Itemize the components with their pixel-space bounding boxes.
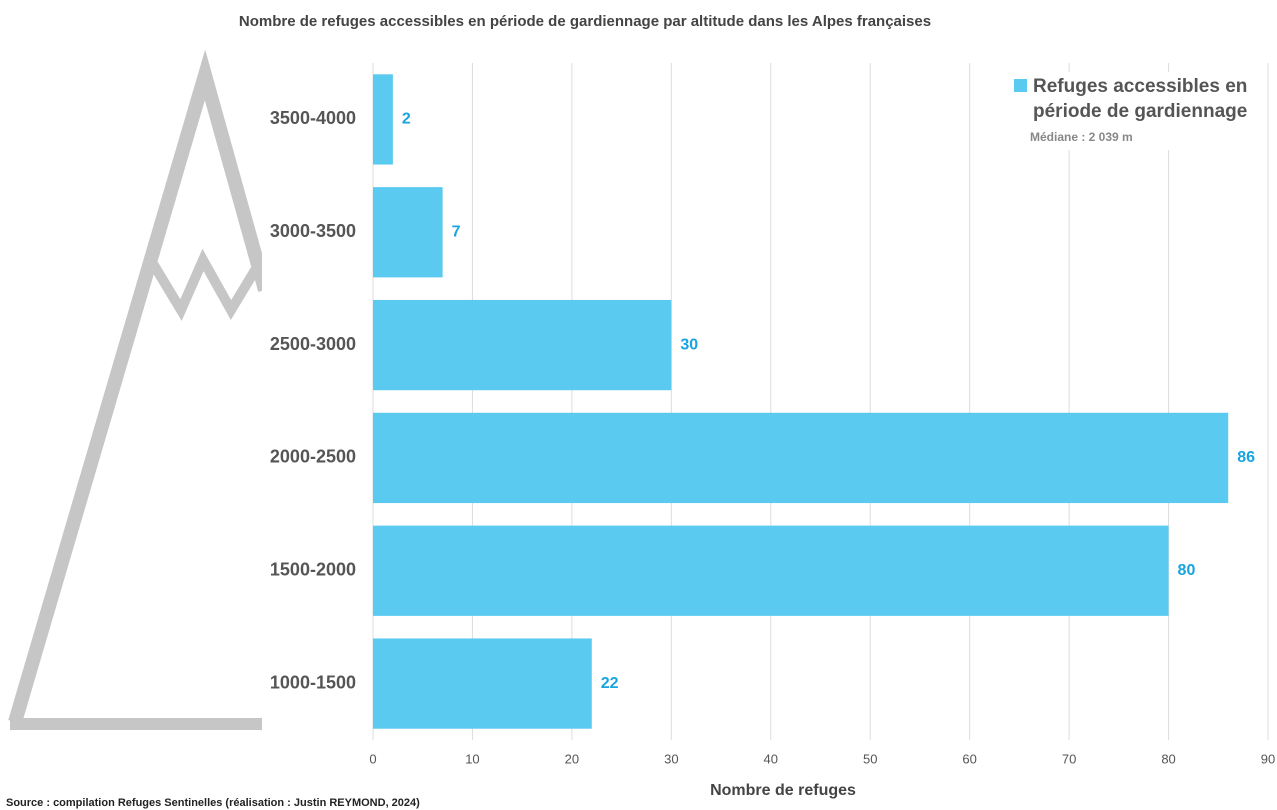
x-tick-label: 60 bbox=[962, 751, 976, 766]
bar bbox=[373, 299, 672, 391]
x-tick-label: 40 bbox=[764, 751, 778, 766]
legend: Refuges accessibles en période de gardie… bbox=[1012, 72, 1257, 150]
legend-swatch bbox=[1014, 79, 1027, 92]
y-tick-label: 2000-2500 bbox=[270, 447, 356, 467]
x-tick-label: 10 bbox=[465, 751, 479, 766]
y-tick-label: 1500-2000 bbox=[270, 560, 356, 580]
bar bbox=[373, 412, 1229, 504]
x-axis-label: Nombre de refuges bbox=[710, 782, 856, 799]
x-tick-label: 20 bbox=[565, 751, 579, 766]
chart-title: Nombre de refuges accessibles en période… bbox=[239, 13, 931, 30]
value-label: 22 bbox=[601, 675, 619, 692]
x-tick-label: 90 bbox=[1261, 751, 1275, 766]
y-tick-label: 3500-4000 bbox=[270, 108, 356, 128]
x-tick-label: 70 bbox=[1062, 751, 1076, 766]
bar bbox=[373, 525, 1169, 616]
legend-entry: Refuges accessibles en période de gardie… bbox=[1012, 74, 1257, 124]
bar bbox=[373, 187, 443, 278]
y-tick-label: 1000-1500 bbox=[270, 672, 356, 692]
y-tick-label: 3000-3500 bbox=[270, 221, 356, 241]
grid: 0 10 20 30 40 50 60 70 80 90 bbox=[369, 63, 1275, 766]
value-label: 80 bbox=[1178, 562, 1196, 579]
x-tick-label: 80 bbox=[1161, 751, 1175, 766]
value-label: 86 bbox=[1237, 449, 1255, 466]
y-tick-label: 2500-3000 bbox=[270, 334, 356, 354]
value-label: 30 bbox=[680, 336, 698, 353]
mountain-illustration bbox=[8, 49, 262, 730]
x-tick-label: 0 bbox=[369, 751, 376, 766]
value-label: 7 bbox=[452, 223, 461, 240]
source-note: Source : compilation Refuges Sentinelles… bbox=[6, 797, 420, 809]
bar bbox=[373, 638, 592, 729]
x-tick-label: 30 bbox=[664, 751, 678, 766]
legend-label: Refuges accessibles en période de gardie… bbox=[1033, 76, 1248, 122]
annotation: Médiane : 2 039 m bbox=[1030, 130, 1133, 144]
bars: 3500-4000 2 3000-3500 7 2500-3000 30 2000-2500… bbox=[270, 74, 1255, 729]
value-label: 2 bbox=[402, 111, 411, 128]
x-tick-label: 50 bbox=[863, 751, 877, 766]
bar bbox=[373, 74, 393, 165]
